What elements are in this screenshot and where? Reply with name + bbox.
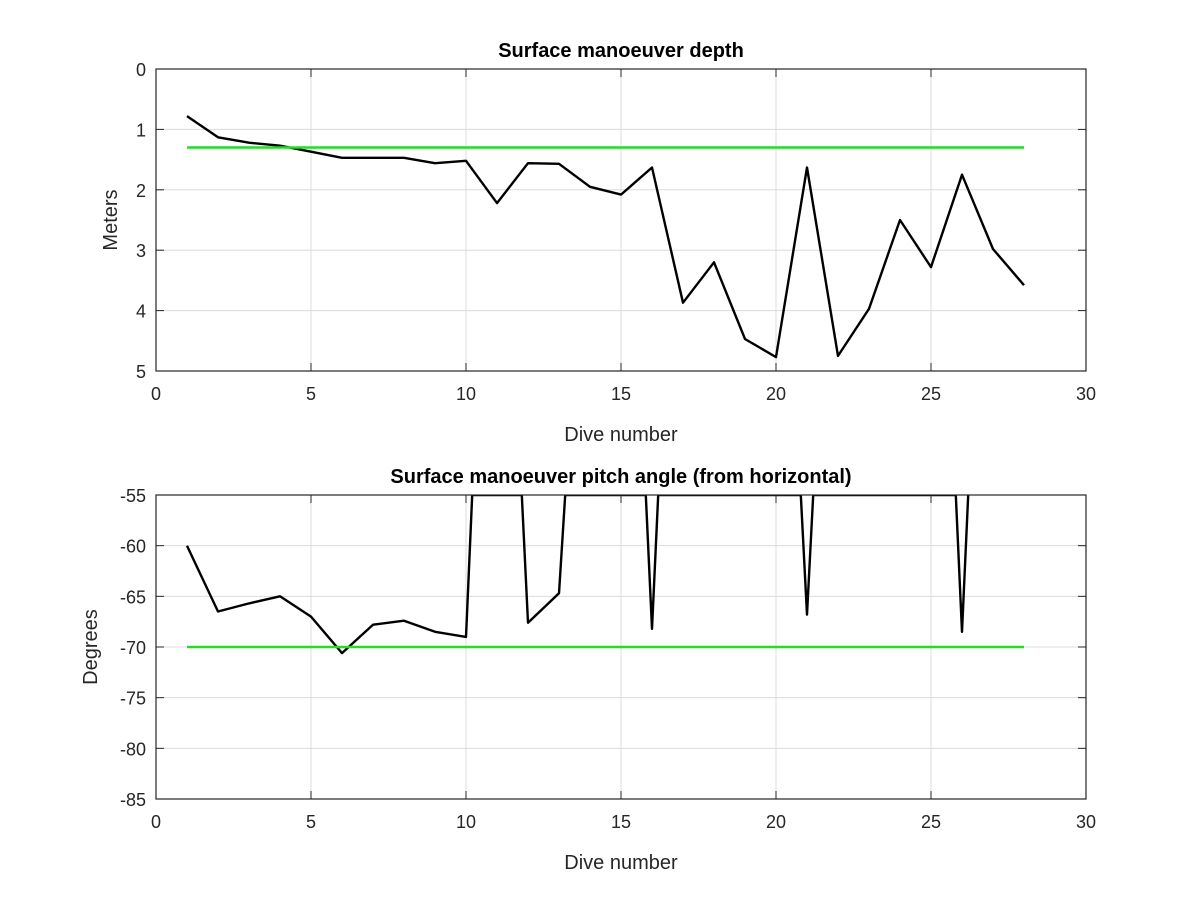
x-tick-label: 30	[1076, 812, 1096, 832]
x-axis-label: Dive number	[564, 852, 678, 874]
x-tick-label: 20	[766, 384, 786, 404]
x-tick-label: 25	[921, 384, 941, 404]
chart-title: Surface manoeuver depth	[498, 40, 744, 62]
y-tick-label: -85	[120, 790, 146, 810]
x-tick-label: 25	[921, 812, 941, 832]
y-tick-label: -80	[120, 739, 146, 759]
series-line-1	[186, 115, 1025, 359]
y-tick-label: -75	[120, 689, 146, 709]
y-axis-label: Degrees	[80, 609, 102, 685]
x-tick-label: 5	[306, 812, 316, 832]
x-tick-label: 10	[456, 812, 476, 832]
y-tick-label: 2	[136, 181, 146, 201]
y-tick-label: 1	[136, 120, 146, 140]
x-tick-label: 30	[1076, 384, 1096, 404]
x-tick-label: 20	[766, 812, 786, 832]
x-tick-label: 15	[611, 812, 631, 832]
y-tick-label: -65	[120, 587, 146, 607]
y-tick-label: -60	[120, 537, 146, 557]
y-axis-label: Meters	[100, 189, 122, 250]
y-tick-label: 3	[136, 241, 146, 261]
x-tick-label: 5	[306, 384, 316, 404]
chart-title: Surface manoeuver pitch angle (from hori…	[390, 466, 851, 488]
x-tick-label: 15	[611, 384, 631, 404]
y-tick-label: 4	[136, 302, 146, 322]
y-tick-label: -55	[120, 486, 146, 506]
chart-2: 0 5 10 15 20 25 30 -55 -60 -65 -70 -75 -80 -85 Surface…	[80, 466, 1096, 874]
x-tick-label: 0	[151, 812, 161, 832]
x-tick-label: 10	[456, 384, 476, 404]
x-tick-label: 0	[151, 384, 161, 404]
x-axis-label: Dive number	[564, 424, 678, 446]
y-tick-label: 5	[136, 362, 146, 382]
y-tick-label: 0	[136, 60, 146, 80]
y-tick-label: -70	[120, 638, 146, 658]
series-line-1	[185, 495, 970, 655]
